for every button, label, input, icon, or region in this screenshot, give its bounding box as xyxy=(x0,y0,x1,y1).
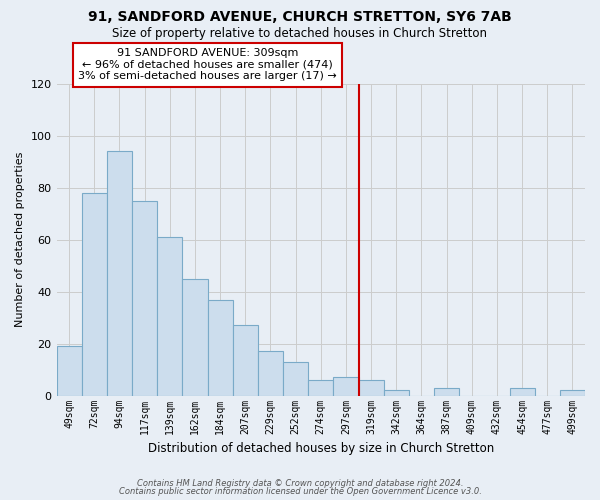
Bar xyxy=(233,326,258,396)
Bar xyxy=(132,201,157,396)
Bar xyxy=(560,390,585,396)
Bar xyxy=(283,362,308,396)
Bar xyxy=(308,380,334,396)
Bar xyxy=(157,237,182,396)
Text: Size of property relative to detached houses in Church Stretton: Size of property relative to detached ho… xyxy=(113,28,487,40)
Bar xyxy=(334,378,359,396)
Text: Contains HM Land Registry data © Crown copyright and database right 2024.: Contains HM Land Registry data © Crown c… xyxy=(137,478,463,488)
Y-axis label: Number of detached properties: Number of detached properties xyxy=(15,152,25,328)
Bar xyxy=(434,388,459,396)
Bar xyxy=(107,152,132,396)
Bar xyxy=(182,278,208,396)
Bar xyxy=(208,300,233,396)
Text: 91 SANDFORD AVENUE: 309sqm
← 96% of detached houses are smaller (474)
3% of semi: 91 SANDFORD AVENUE: 309sqm ← 96% of deta… xyxy=(78,48,337,82)
Bar xyxy=(258,352,283,396)
Bar xyxy=(509,388,535,396)
Bar xyxy=(359,380,383,396)
Text: Contains public sector information licensed under the Open Government Licence v3: Contains public sector information licen… xyxy=(119,487,481,496)
Bar xyxy=(82,193,107,396)
Bar xyxy=(56,346,82,396)
Bar xyxy=(383,390,409,396)
Text: 91, SANDFORD AVENUE, CHURCH STRETTON, SY6 7AB: 91, SANDFORD AVENUE, CHURCH STRETTON, SY… xyxy=(88,10,512,24)
X-axis label: Distribution of detached houses by size in Church Stretton: Distribution of detached houses by size … xyxy=(148,442,494,455)
